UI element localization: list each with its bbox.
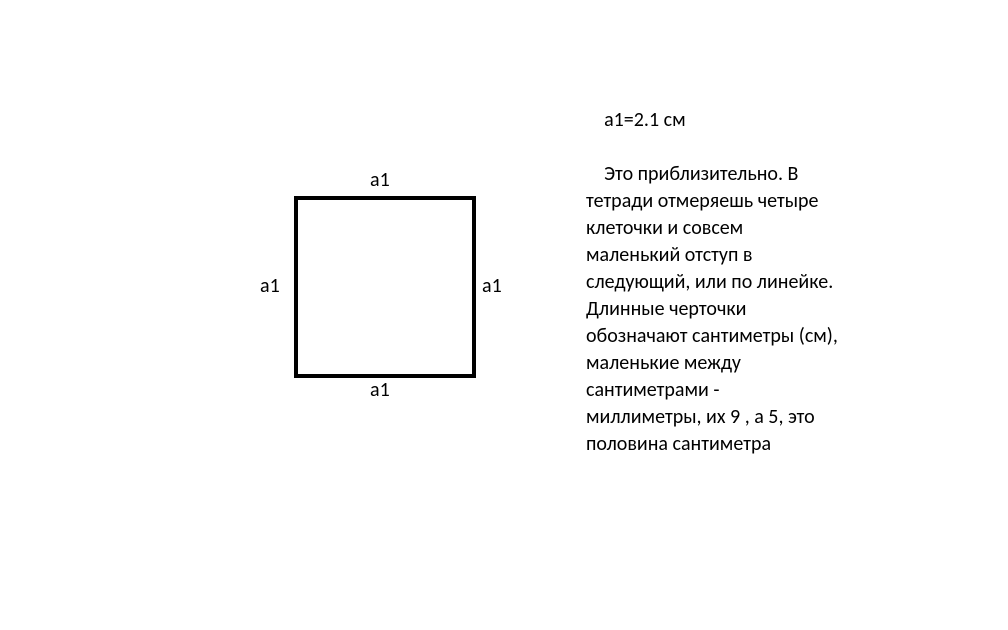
side-label-bottom: a1 xyxy=(370,378,390,402)
side-label-top: a1 xyxy=(370,168,390,192)
square-shape xyxy=(294,196,476,378)
explanation-body: Это приблизительно. В тетради отмеряешь … xyxy=(586,162,842,456)
explanation-heading: a1=2.1 см xyxy=(604,108,686,132)
side-label-left: a1 xyxy=(260,274,280,298)
explanation-text: a1=2.1 см Это приблизительно. В тетради … xyxy=(586,80,838,485)
diagram-canvas: a1 a1 a1 a1 a1=2.1 см Это приблизительно… xyxy=(0,0,1008,630)
side-label-right: a1 xyxy=(482,274,502,298)
